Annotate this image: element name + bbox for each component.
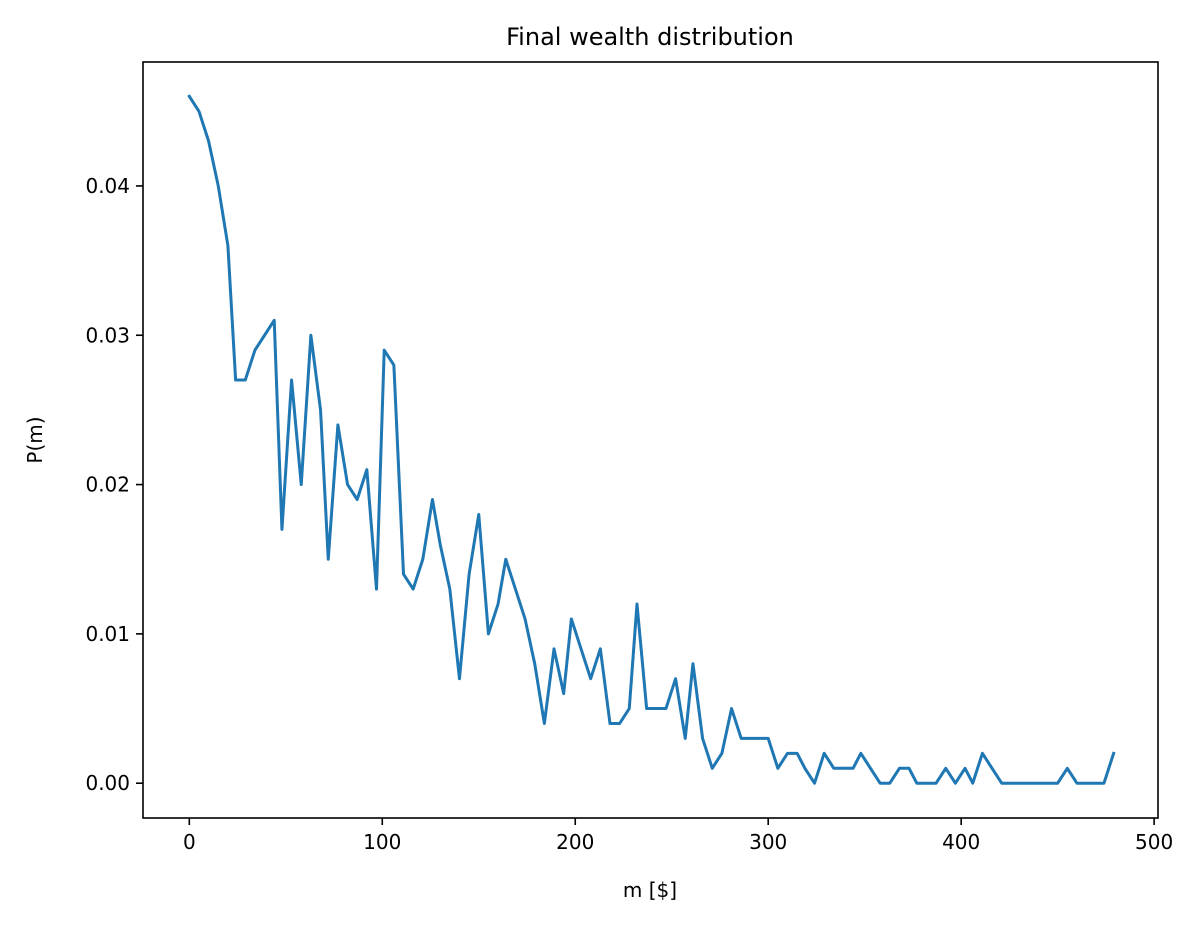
- x-tick-label: 300: [749, 830, 787, 854]
- plot-area: [187, 94, 1116, 785]
- x-tick-label: 0: [183, 830, 196, 854]
- y-tick-label: 0.03: [85, 323, 130, 347]
- x-tick-label: 100: [363, 830, 401, 854]
- y-tick-label: 0.01: [85, 622, 130, 646]
- x-tick-label: 200: [556, 830, 594, 854]
- x-tick-label: 400: [942, 830, 980, 854]
- y-tick-label: 0.04: [85, 174, 130, 198]
- x-tick-label: 500: [1135, 830, 1173, 854]
- y-tick-label: 0.00: [85, 771, 130, 795]
- x-axis-label: m [$]: [623, 878, 677, 902]
- plot-frame: [142, 61, 1159, 819]
- x-axis: 0 100 200 300 400 500: [183, 818, 1173, 854]
- series-line-0: [187, 94, 1116, 785]
- chart-title: Final wealth distribution: [506, 23, 794, 51]
- y-tick-label: 0.02: [85, 473, 130, 497]
- y-axis: 0.00 0.01 0.02 0.03 0.04: [85, 174, 143, 795]
- y-axis-label: P(m): [23, 416, 47, 463]
